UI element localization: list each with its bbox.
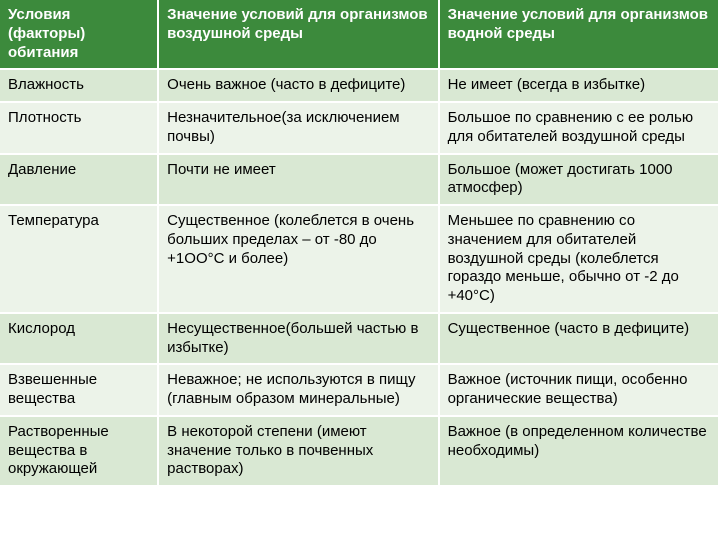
table-cell: Меньшее по сравнению со значением для об… <box>439 205 719 313</box>
table-cell: Очень важное (часто в дефиците) <box>158 69 438 102</box>
table-cell: Давление <box>0 154 158 206</box>
table-cell: Важное (источник пищи, особенно органиче… <box>439 364 719 416</box>
table-cell: Существенное (колеблется в очень больших… <box>158 205 438 313</box>
header-cell-water: Значение условий для организмов водной с… <box>439 0 719 69</box>
table-cell: Взвешенные вещества <box>0 364 158 416</box>
table-row: ВлажностьОчень важное (часто в дефиците)… <box>0 69 719 102</box>
table-row: ДавлениеПочти не имеетБольшое (может дос… <box>0 154 719 206</box>
table-cell: Почти не имеет <box>158 154 438 206</box>
table-header-row: Условия (факторы) обитания Значение усло… <box>0 0 719 69</box>
table-cell: Плотность <box>0 102 158 154</box>
table-cell: Растворенные вещества в окружающей <box>0 416 158 486</box>
table-cell: Температура <box>0 205 158 313</box>
table-cell: Незначительное(за исключением почвы) <box>158 102 438 154</box>
table-cell: В некоторой степени (имеют значение толь… <box>158 416 438 486</box>
table-cell: Влажность <box>0 69 158 102</box>
table-cell: Несущественное(большей частью в избытке) <box>158 313 438 365</box>
table-cell: Кислород <box>0 313 158 365</box>
table-body: ВлажностьОчень важное (часто в дефиците)… <box>0 69 719 486</box>
table-cell: Не имеет (всегда в избытке) <box>439 69 719 102</box>
table-cell: Неважное; не используются в пищу (главны… <box>158 364 438 416</box>
table-cell: Большое по сравнению с ее ролью для обит… <box>439 102 719 154</box>
header-cell-air: Значение условий для организмов воздушно… <box>158 0 438 69</box>
table-cell: Важное (в определенном количестве необхо… <box>439 416 719 486</box>
header-cell-conditions: Условия (факторы) обитания <box>0 0 158 69</box>
table-row: Растворенные вещества в окружающейВ неко… <box>0 416 719 486</box>
table-row: ТемператураСущественное (колеблется в оч… <box>0 205 719 313</box>
table-row: КислородНесущественное(большей частью в … <box>0 313 719 365</box>
comparison-table: Условия (факторы) обитания Значение усло… <box>0 0 720 487</box>
table-row: ПлотностьНезначительное(за исключением п… <box>0 102 719 154</box>
table-row: Взвешенные веществаНеважное; не использу… <box>0 364 719 416</box>
table-cell: Существенное (часто в дефиците) <box>439 313 719 365</box>
table-cell: Большое (может достигать 1000 атмосфер) <box>439 154 719 206</box>
